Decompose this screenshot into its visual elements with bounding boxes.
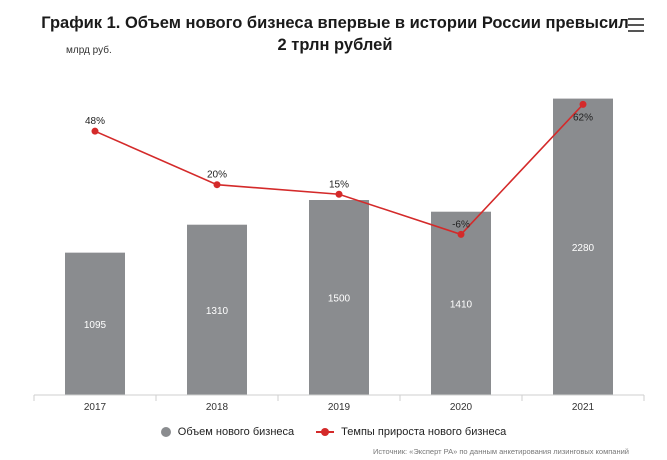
bar-2020 bbox=[431, 211, 491, 395]
legend-bar-marker-icon bbox=[160, 427, 171, 437]
legend-bar-label: Объем нового бизнеса bbox=[177, 426, 295, 438]
bar-2021 bbox=[553, 98, 613, 395]
bar-value-label-2019: 1500 bbox=[328, 294, 351, 305]
x-tick-label-2019: 2019 bbox=[328, 402, 351, 413]
growth-rate-label-2017: 48% bbox=[85, 116, 105, 127]
x-tick-label-2021: 2021 bbox=[572, 402, 595, 413]
legend-line-label: Темпы прироста нового бизнеса bbox=[341, 426, 507, 438]
source-note: Источник: «Эксперт РА» по данным анкетир… bbox=[372, 447, 629, 456]
y-axis-unit: млрд руб. bbox=[66, 45, 112, 56]
bar-value-label-2021: 2280 bbox=[572, 243, 595, 254]
chart-title: График 1. Объем нового бизнеса впервые в… bbox=[41, 14, 629, 54]
bar-2018 bbox=[187, 224, 247, 395]
growth-rate-point-2020 bbox=[457, 230, 465, 238]
growth-rate-label-2018: 20% bbox=[207, 170, 227, 181]
legend-line-marker-icon bbox=[316, 427, 335, 437]
growth-rate-label-2021: 62% bbox=[573, 112, 593, 123]
hamburger-menu-icon[interactable] bbox=[628, 18, 644, 32]
legend-item-bars[interactable]: Объем нового бизнеса bbox=[160, 426, 295, 438]
x-tick-label-2020: 2020 bbox=[450, 402, 473, 413]
growth-rate-label-2019: 15% bbox=[329, 179, 349, 190]
growth-rate-point-2017 bbox=[91, 127, 99, 135]
growth-rate-point-2018 bbox=[213, 181, 221, 189]
growth-rate-label-2020: -6% bbox=[452, 219, 470, 230]
x-tick-label-2017: 2017 bbox=[84, 402, 107, 413]
growth-rate-point-2019 bbox=[335, 190, 343, 198]
bar-2017 bbox=[65, 252, 125, 395]
bar-value-label-2017: 1095 bbox=[84, 320, 107, 331]
x-tick-label-2018: 2018 bbox=[206, 402, 229, 413]
bar-value-label-2018: 1310 bbox=[206, 306, 229, 317]
bar-value-label-2020: 1410 bbox=[450, 299, 473, 310]
legend-item-line[interactable]: Темпы прироста нового бизнеса bbox=[316, 426, 506, 438]
bar-2019 bbox=[309, 200, 369, 395]
legend: Объем нового бизнеса Темпы прироста ново… bbox=[0, 426, 667, 438]
growth-rate-point-2021 bbox=[579, 100, 587, 108]
